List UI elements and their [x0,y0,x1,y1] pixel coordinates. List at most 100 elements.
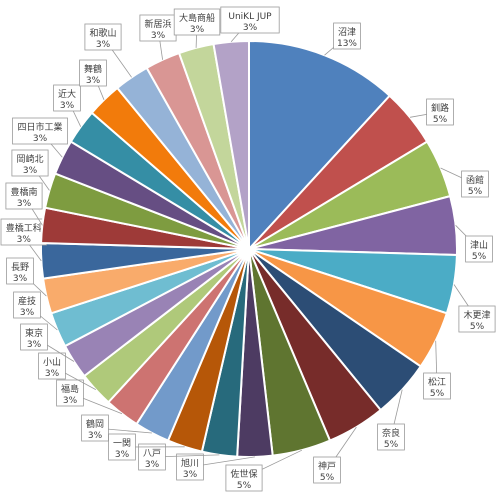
slice-label-percent: 5% [470,322,485,332]
slice-label-name: 小山 [43,357,61,368]
slice-label-name: 沼津 [338,27,356,38]
slice-label-12: 一関3% [108,433,136,461]
slice-label-23: 近大3% [53,84,81,112]
slice-label-percent: 13% [337,39,357,49]
label-box [220,6,280,34]
label-box [5,182,43,210]
label-box [11,149,49,177]
slice-label-4: 津山5% [465,235,493,263]
slice-label-17: 産技3% [13,291,41,319]
label-box [461,170,489,198]
slice-label-percent: 3% [96,40,111,50]
slice-label-percent: 3% [23,166,38,176]
slice-label-name: 福島 [61,383,79,395]
slice-label-24: 舞鶴3% [79,59,107,87]
pie-slice-1 [248,39,392,252]
slice-label-percent: 3% [45,369,60,379]
slice-label-6: 松江5% [423,372,451,400]
slice-label-name: 八戸 [143,448,161,459]
label-box [173,8,221,36]
slice-label-percent: 3% [86,76,101,86]
label-box [6,257,34,285]
label-box [108,433,136,461]
slice-label-name: 和歌山 [89,27,116,39]
label-box [12,117,68,145]
slice-label-name: 舞鶴 [84,63,102,75]
slice-label-2: 釧路5% [426,98,454,126]
slice-label-percent: 3% [151,31,166,41]
slice-label-percent: 3% [20,308,35,318]
label-box [79,59,107,87]
slice-label-16: 東京3% [20,323,48,351]
slice-label-name: 東京 [25,327,43,339]
slice-label-3: 函館5% [461,170,489,198]
slice-label-name: 大島商船 [179,12,215,24]
slice-label-percent: 3% [183,470,198,480]
slice-label-name: 四日市工業 [17,121,62,133]
label-box [13,291,41,319]
slice-label-18: 長野3% [6,257,34,285]
slice-label-percent: 5% [472,252,487,262]
slice-label-percent: 5% [384,440,399,450]
slice-label-name: 木更津 [463,309,490,321]
label-box [377,423,405,451]
label-box [465,235,493,263]
slice-label-percent: 3% [243,23,258,33]
label-box [426,98,454,126]
slice-label-name: UniKL JUP [228,12,272,22]
slice-label-percent: 3% [13,274,28,284]
label-box [176,453,204,481]
slice-label-7: 奈良5% [377,423,405,451]
slice-label-15: 小山3% [38,352,66,380]
slice-label-percent: 3% [190,25,205,35]
label-box [81,414,109,442]
slice-label-name: 釧路 [431,102,449,114]
slice-label-percent: 3% [17,199,32,209]
slice-label-name: 佐世保 [230,468,257,480]
slice-label-8: 神戸5% [313,456,341,484]
label-box [139,14,177,42]
slice-label-name: 産技 [18,295,36,307]
slice-label-percent: 3% [60,101,75,111]
slice-label-name: 函館 [466,174,484,186]
slice-label-percent: 3% [17,235,32,245]
slice-label-percent: 3% [27,340,42,350]
label-box [313,456,341,484]
slice-label-name: 神戸 [318,460,336,472]
slice-label-name: 津山 [470,240,488,251]
slice-label-name: 旭川 [181,457,199,469]
slice-label-name: 岡崎北 [16,153,43,165]
slice-label-percent: 3% [145,460,160,470]
label-box [38,352,66,380]
slice-label-name: 豊橋南 [10,186,37,198]
slice-label-11: 八戸3% [138,443,166,471]
label-box [458,305,496,333]
slice-label-percent: 5% [237,481,252,491]
slice-label-name: 近大 [58,88,76,100]
label-box [53,84,81,112]
label-box [20,323,48,351]
slice-label-14: 福島3% [56,379,84,407]
label-box [56,379,84,407]
slice-label-percent: 3% [63,396,78,406]
slice-label-name: 長野 [11,262,29,273]
slice-label-name: 松江 [428,376,446,388]
slice-label-percent: 3% [115,450,130,460]
slice-label-name: 新居浜 [144,18,171,30]
label-box [84,23,122,51]
slice-label-percent: 3% [88,431,103,441]
slice-label-name: 一関 [113,438,131,449]
slice-label-name: 豊橋工科 [6,222,42,234]
slice-label-percent: 5% [468,187,483,197]
label-box [333,22,361,50]
slice-label-name: 鶴岡 [86,418,104,430]
